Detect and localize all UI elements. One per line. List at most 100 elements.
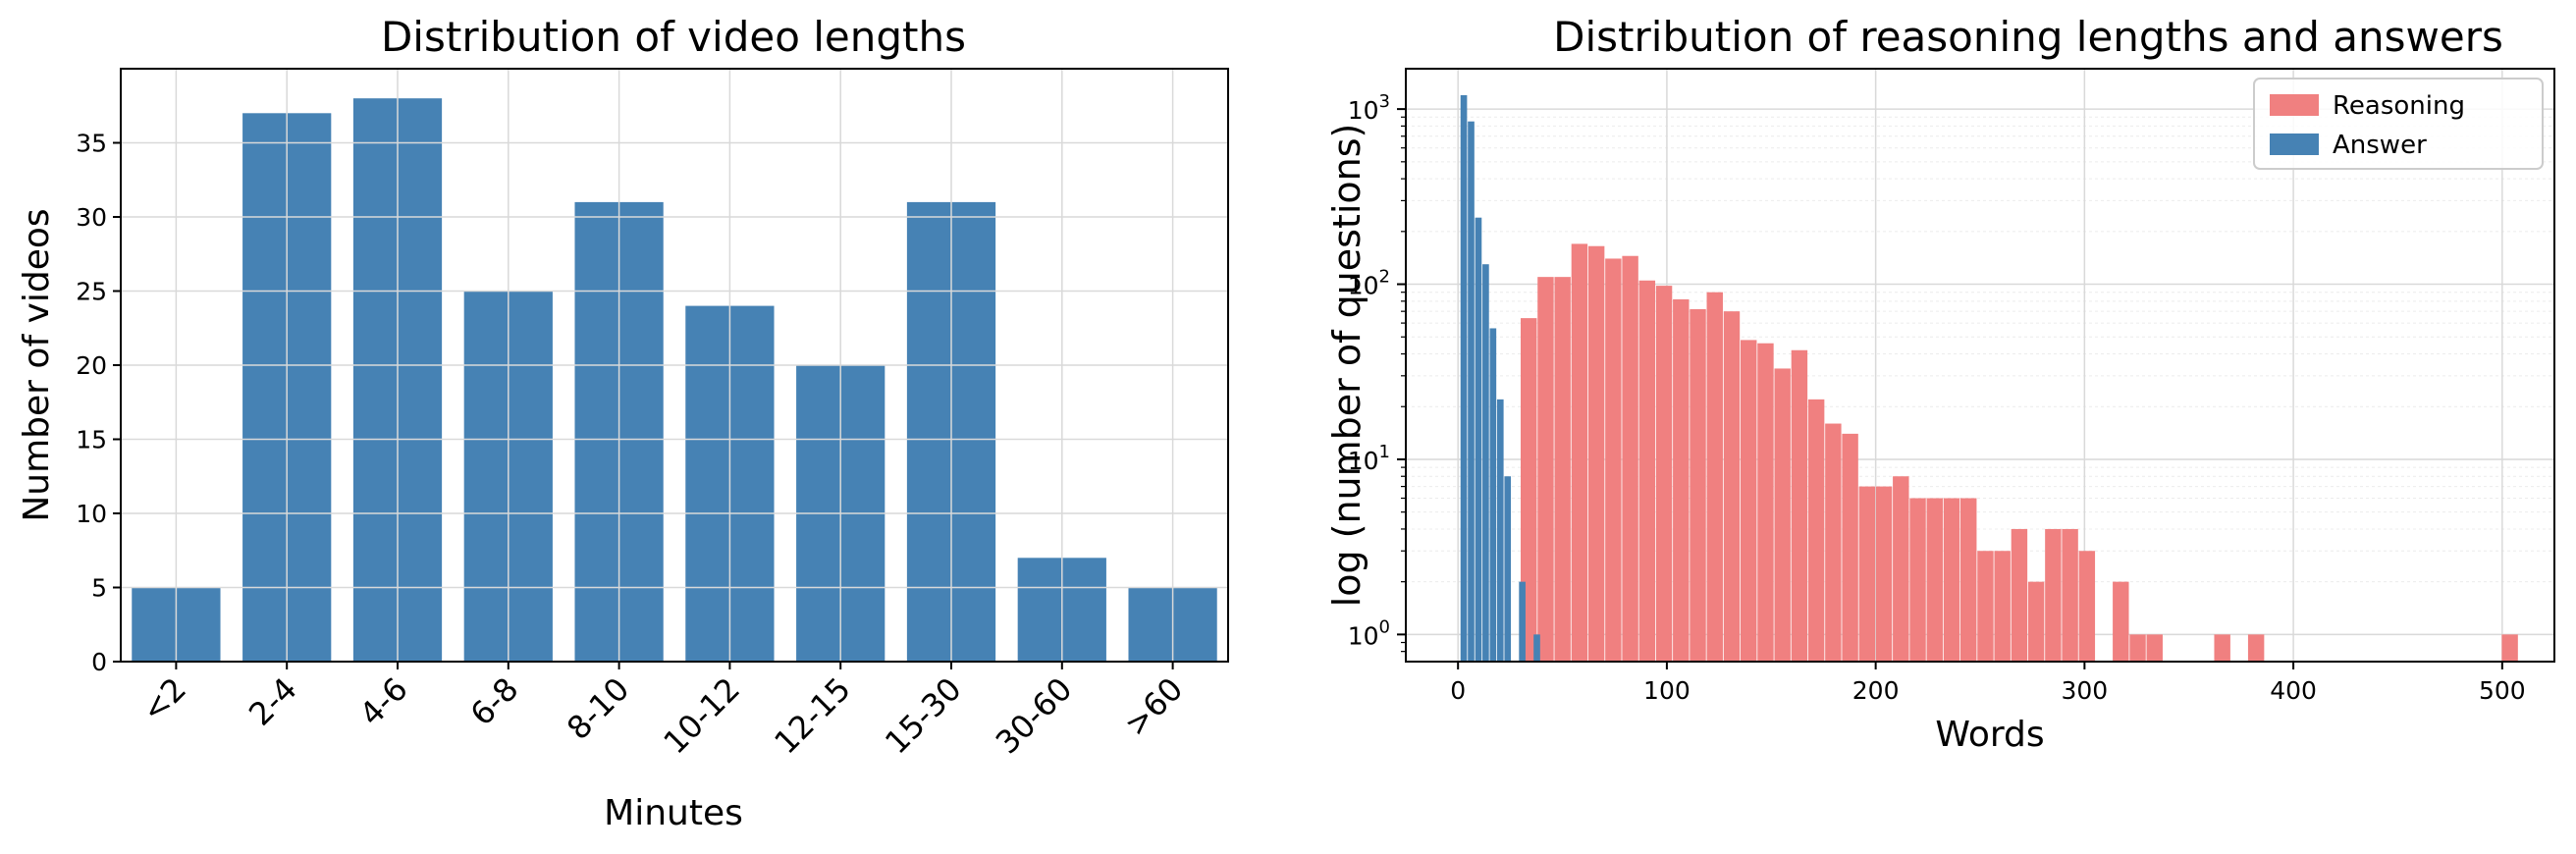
hist-bin-reasoning [1943, 498, 1960, 662]
left-x-ticks: <2 2-4 4-6 6-8 8-10 10-12 12-15 15-30 30-60 >60 [134, 662, 1190, 761]
hist-bin-reasoning [2247, 634, 2265, 662]
reasoning-length-chart: Distribution of reasoning lengths and an… [1325, 13, 2555, 755]
right-plot-frame [1405, 68, 2555, 663]
hist-bin-reasoning [1605, 258, 1622, 662]
right-bars [1460, 94, 2518, 663]
hist-bin-reasoning [1960, 498, 1977, 662]
hist-bin-answer [1482, 264, 1489, 662]
hist-bin-reasoning [1537, 277, 1554, 662]
hist-bin-reasoning [1521, 318, 1537, 662]
hist-bin-answer [1489, 328, 1497, 662]
legend-swatch-reasoning [2270, 94, 2319, 116]
hist-bin-answer [1519, 581, 1526, 662]
hist-bin-answer [1504, 476, 1512, 662]
left-y-tick-label: 25 [76, 278, 107, 306]
right-y-ticks: 100 101 102 103 [1348, 91, 1406, 653]
left-x-tick-label: 10-12 [656, 670, 747, 762]
hist-bin-reasoning [1571, 243, 1588, 662]
hist-bin-reasoning [1622, 255, 1638, 662]
hist-bin-reasoning [1825, 423, 1842, 662]
hist-bin-reasoning [1673, 298, 1690, 662]
left-y-tick-label: 35 [76, 130, 107, 158]
right-x-tick-label: 0 [1450, 676, 1466, 705]
right-x-ticks: 0 100 200 300 400 500 [1450, 662, 2526, 705]
hist-bin-reasoning [1926, 498, 1943, 662]
hist-bin-reasoning [1909, 498, 1926, 662]
right-y-tick-label: 100 [1348, 616, 1390, 650]
hist-bin-reasoning [1723, 311, 1741, 662]
right-y-tick-label: 101 [1348, 442, 1390, 475]
series-answer [1460, 94, 1540, 663]
hist-bin-answer [1475, 217, 1482, 663]
right-y-tick-label: 103 [1348, 91, 1390, 125]
hist-bin-reasoning [2062, 528, 2078, 662]
hist-bin-reasoning [2129, 634, 2146, 662]
left-y-tick-label: 20 [76, 351, 107, 380]
left-bars [132, 98, 1217, 663]
hist-bin-answer [1533, 634, 1540, 662]
hist-bin-reasoning [1994, 551, 2011, 662]
hist-bin-reasoning [1757, 343, 1774, 662]
hist-bin-reasoning [1875, 486, 1893, 662]
legend-swatch-answer [2270, 133, 2319, 155]
left-x-axis-label: Minutes [604, 793, 743, 833]
right-x-axis-label: Words [1935, 715, 2044, 755]
hist-bin-reasoning [1774, 368, 1791, 662]
left-y-tick-label: 5 [91, 574, 107, 603]
legend-label-answer: Answer [2333, 131, 2427, 160]
right-x-tick-label: 400 [2270, 676, 2317, 705]
right-x-tick-label: 500 [2479, 676, 2526, 705]
left-chart-title: Distribution of video lengths [381, 13, 966, 61]
legend-label-reasoning: Reasoning [2333, 91, 2465, 121]
hist-bin-reasoning [1791, 349, 1808, 662]
left-x-tick-label: 4-6 [352, 670, 415, 733]
series-reasoning [1521, 243, 2518, 662]
left-y-tick-label: 15 [76, 426, 107, 454]
video-length-chart: Distribution of video lengths <2 2-4 4-6 6-… [17, 13, 1229, 833]
hist-bin-reasoning [2113, 581, 2129, 662]
left-grid [121, 69, 1228, 663]
right-x-tick-label: 300 [2062, 676, 2109, 705]
hist-bin-reasoning [1638, 280, 1656, 662]
hist-bin-reasoning [1807, 399, 1825, 662]
left-x-tick-label: >60 [1117, 670, 1191, 744]
left-x-tick-label: <2 [134, 670, 193, 729]
hist-bin-reasoning [2027, 581, 2045, 662]
hist-bin-reasoning [2146, 634, 2163, 662]
hist-bin-reasoning [1977, 551, 1994, 662]
left-x-tick-label: 2-4 [242, 670, 304, 733]
left-y-tick-label: 0 [91, 648, 107, 676]
hist-bin-answer [1460, 94, 1468, 663]
hist-bin-reasoning [2011, 528, 2028, 662]
left-x-tick-label: 6-8 [463, 670, 526, 733]
left-x-tick-label: 15-30 [878, 670, 969, 762]
hist-bin-reasoning [1741, 340, 1757, 662]
legend: Reasoning Answer [2253, 78, 2544, 170]
hist-bin-reasoning [1706, 292, 1723, 662]
hist-bin-reasoning [2214, 634, 2230, 662]
hist-bin-reasoning [2501, 634, 2518, 662]
hist-bin-answer [1496, 399, 1504, 662]
left-y-tick-label: 10 [76, 500, 107, 528]
hist-bin-reasoning [1842, 433, 1858, 662]
hist-bin-reasoning [1655, 286, 1673, 662]
right-x-tick-label: 100 [1643, 676, 1690, 705]
left-x-tick-label: 12-15 [767, 670, 858, 762]
left-x-tick-label: 8-10 [560, 670, 636, 747]
hist-bin-reasoning [1690, 308, 1706, 662]
right-chart-title: Distribution of reasoning lengths and an… [1553, 13, 2503, 61]
hist-bin-reasoning [1893, 476, 1909, 662]
legend-box [2253, 78, 2544, 170]
left-y-tick-label: 30 [76, 203, 107, 232]
right-x-tick-label: 200 [1852, 676, 1900, 705]
hist-bin-reasoning [1858, 486, 1876, 662]
right-y-tick-label: 102 [1348, 267, 1390, 300]
left-y-ticks: 0 5 10 15 20 25 30 35 [76, 130, 121, 676]
right-y-axis-label: log (number of questions) [1325, 124, 1368, 608]
hist-bin-answer [1468, 121, 1475, 662]
left-y-axis-label: Number of videos [17, 208, 57, 521]
hist-bin-reasoning [1587, 245, 1605, 662]
hist-bin-reasoning [2078, 551, 2096, 662]
hist-bin-reasoning [1554, 277, 1571, 662]
